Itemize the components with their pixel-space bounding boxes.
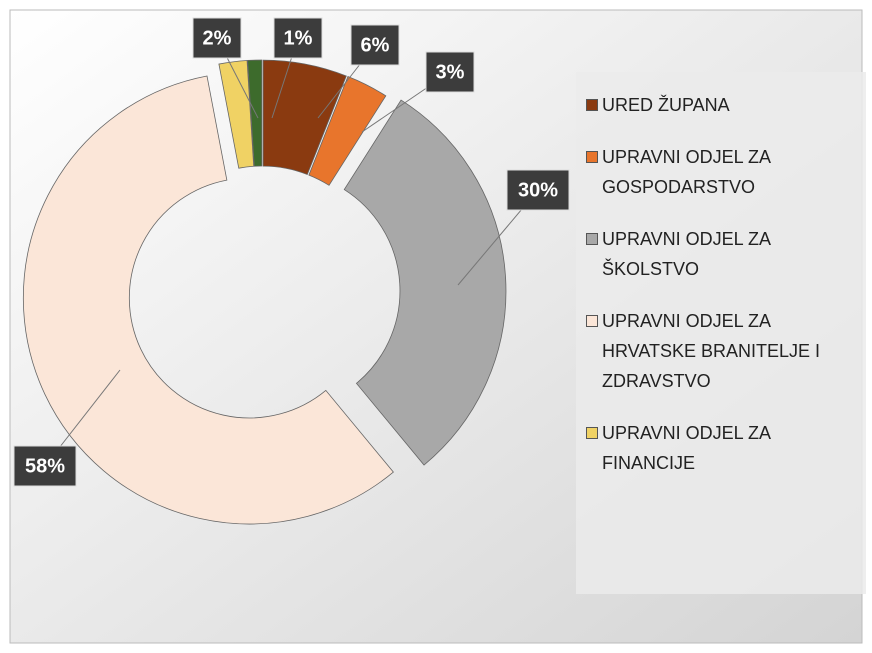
legend-label: UPRAVNI ODJEL ZA ŠKOLSTVO: [602, 229, 771, 279]
data-label-box: [273, 17, 323, 59]
data-label: 58%: [25, 455, 65, 477]
data-label: 3%: [436, 61, 465, 83]
legend-item: UPRAVNI ODJEL ZA GOSPODARSTVO: [586, 142, 856, 202]
data-label-box: [13, 445, 77, 487]
legend-swatch: [586, 427, 598, 439]
legend-item: UPRAVNI ODJEL ZA ŠKOLSTVO: [586, 224, 856, 284]
donut-segment: [22, 75, 394, 525]
data-label: 1%: [284, 27, 313, 49]
legend-label: UPRAVNI ODJEL ZA HRVATSKE BRANITELJE I Z…: [602, 311, 821, 391]
legend-swatch: [586, 233, 598, 245]
donut-segment: [247, 59, 263, 167]
donut-segment: [218, 60, 255, 169]
data-label: 2%: [203, 27, 232, 49]
donut-segment: [308, 76, 387, 186]
data-label-box: [425, 51, 475, 93]
donut-segment: [262, 59, 347, 176]
donut-segment: [343, 99, 507, 466]
data-label: 30%: [518, 179, 558, 201]
data-label-box: [350, 24, 400, 66]
legend-item: UPRAVNI ODJEL ZA FINANCIJE: [586, 418, 856, 478]
legend-label: UPRAVNI ODJEL ZA FINANCIJE: [602, 423, 771, 473]
legend-item: UPRAVNI ODJEL ZA HRVATSKE BRANITELJE I Z…: [586, 306, 856, 396]
data-label-box: [506, 169, 570, 211]
legend-label: UPRAVNI ODJEL ZA GOSPODARSTVO: [602, 147, 771, 197]
legend: URED ŽUPANA UPRAVNI ODJEL ZA GOSPODARSTVO…: [576, 72, 866, 594]
legend-swatch: [586, 151, 598, 163]
legend-swatch: [586, 99, 598, 111]
data-label-box: [192, 17, 242, 59]
legend-item: URED ŽUPANA: [586, 90, 856, 120]
data-label: 6%: [361, 34, 390, 56]
legend-swatch: [586, 315, 598, 327]
legend-label: URED ŽUPANA: [602, 95, 730, 115]
